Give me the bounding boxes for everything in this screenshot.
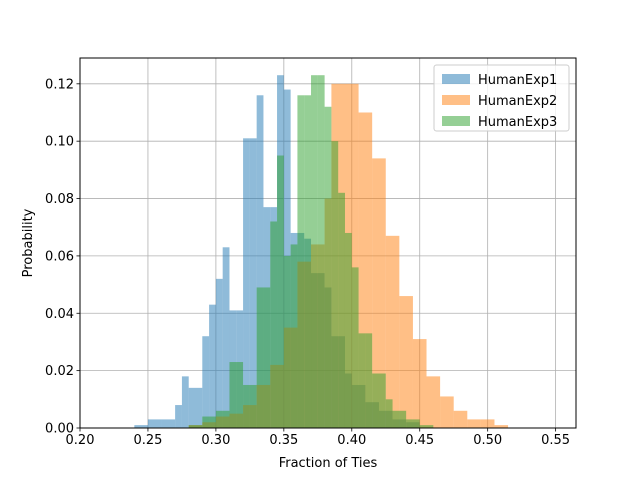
histogram-bar xyxy=(385,399,393,428)
y-axis-label: Probability xyxy=(21,208,36,277)
histogram-bar xyxy=(188,425,203,428)
histogram-bar xyxy=(406,419,420,428)
histogram-bar xyxy=(270,221,278,428)
histogram-bar xyxy=(175,405,182,428)
histogram-bar xyxy=(453,410,468,428)
x-tick-label: 0.20 xyxy=(66,433,95,448)
histogram-bar xyxy=(399,296,413,428)
histogram-bar xyxy=(317,75,325,429)
histogram-bar xyxy=(215,410,230,428)
histogram-bar xyxy=(372,373,379,428)
series-humanexp3-bars xyxy=(188,75,434,429)
histogram-bar xyxy=(331,141,339,429)
y-tick-label: 0.02 xyxy=(45,364,74,379)
histogram-bar xyxy=(147,419,162,428)
histogram-bar xyxy=(311,75,318,429)
histogram-bar xyxy=(372,158,386,428)
histogram-bar xyxy=(209,304,216,428)
histogram-bar xyxy=(297,95,305,429)
histogram-bar xyxy=(351,267,359,428)
histogram-bar xyxy=(222,247,230,428)
x-tick-label: 0.50 xyxy=(473,433,502,448)
histogram-bar xyxy=(277,155,284,428)
histogram-bar xyxy=(494,425,509,428)
legend-swatch xyxy=(442,116,470,126)
histogram-bar xyxy=(243,138,250,429)
histogram-bar xyxy=(202,336,210,428)
x-tick-label: 0.35 xyxy=(269,433,298,448)
histogram-bar xyxy=(365,333,373,428)
x-axis-label: Fraction of Ties xyxy=(279,456,378,471)
legend-label: HumanExp2 xyxy=(478,94,557,109)
x-tick-label: 0.25 xyxy=(133,433,162,448)
histogram-bar xyxy=(338,192,345,428)
histogram-bar xyxy=(290,244,298,428)
y-tick-label: 0.12 xyxy=(45,77,74,92)
legend-label: HumanExp3 xyxy=(478,115,557,130)
histogram-bar xyxy=(229,362,244,428)
histogram-bar xyxy=(412,339,427,428)
x-tick-label: 0.30 xyxy=(201,433,230,448)
y-tick-label: 0.00 xyxy=(45,422,74,437)
y-tick-label: 0.08 xyxy=(45,192,74,207)
histogram-bar xyxy=(344,232,352,428)
legend: HumanExp1 HumanExp2 HumanExp3 xyxy=(433,64,570,132)
histogram-bar xyxy=(392,410,407,428)
histogram-bars xyxy=(134,75,509,429)
histogram-bar xyxy=(304,95,312,429)
histogram-bar xyxy=(215,278,223,428)
y-tick-label: 0.10 xyxy=(45,135,74,150)
x-tick-label: 0.55 xyxy=(541,433,570,448)
y-tick-label: 0.06 xyxy=(45,249,74,264)
histogram-bar xyxy=(480,419,495,428)
histogram-bar xyxy=(249,138,257,429)
legend-swatch xyxy=(442,95,470,105)
histogram-bar xyxy=(283,255,291,428)
axis-ticks: 0.20 0.25 0.30 0.35 0.40 0.45 0.50 0.55 0.00 0.02… xyxy=(45,77,570,448)
histogram-bar xyxy=(161,419,176,428)
histogram-bar xyxy=(467,419,481,428)
x-tick-label: 0.40 xyxy=(337,433,366,448)
histogram-bar xyxy=(440,396,454,428)
histogram-bar xyxy=(134,425,148,428)
histogram-bar xyxy=(181,376,189,428)
histogram-bar xyxy=(385,235,400,428)
histogram-bar xyxy=(256,287,271,428)
histogram-bar xyxy=(188,387,203,428)
legend-swatch xyxy=(442,74,470,84)
legend-label: HumanExp1 xyxy=(478,73,557,88)
y-tick-label: 0.04 xyxy=(45,307,74,322)
histogram-bar xyxy=(426,376,441,428)
histogram-bar xyxy=(202,416,216,428)
x-tick-label: 0.45 xyxy=(405,433,434,448)
histogram-bar xyxy=(419,425,434,428)
histogram-bar xyxy=(256,95,264,429)
histogram-bar xyxy=(378,373,386,428)
histogram-bar xyxy=(324,106,332,428)
histogram-bar xyxy=(243,384,257,428)
histogram-bar xyxy=(358,333,366,428)
plot-frame xyxy=(79,57,577,429)
